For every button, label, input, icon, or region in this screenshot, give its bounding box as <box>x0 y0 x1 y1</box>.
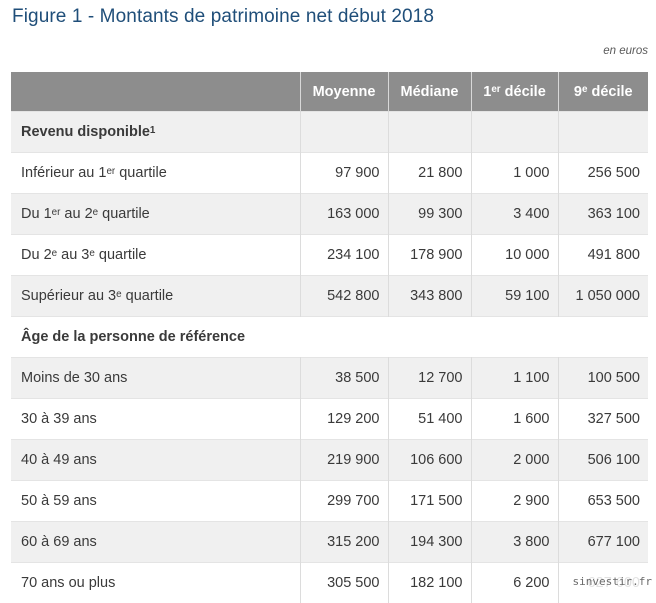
table-row: Moins de 30 ans 38 500 12 700 1 100 100 … <box>11 358 648 399</box>
cell-moyenne: 163 000 <box>300 194 388 235</box>
table-row: 60 à 69 ans 315 200 194 300 3 800 677 10… <box>11 522 648 563</box>
cell-d1: 10 000 <box>471 235 558 276</box>
table-row: 40 à 49 ans 219 900 106 600 2 000 506 10… <box>11 440 648 481</box>
cell-d9: 677 100 <box>558 522 648 563</box>
section-row-revenu: Revenu disponible1 <box>11 112 648 153</box>
table-row: 30 à 39 ans 129 200 51 400 1 600 327 500 <box>11 399 648 440</box>
cell-mediane: 194 300 <box>388 522 471 563</box>
row-label: Supérieur au 3e quartile <box>11 276 300 317</box>
watermark-text: sinvestir.fr <box>573 575 652 588</box>
cell-d1: 3 400 <box>471 194 558 235</box>
table-row: Supérieur au 3e quartile 542 800 343 800… <box>11 276 648 317</box>
cell-d1: 1 100 <box>471 358 558 399</box>
section-row-age: Âge de la personne de référence <box>11 317 648 358</box>
header-empty <box>11 72 300 112</box>
section-label-revenu: Revenu disponible1 <box>11 112 300 153</box>
row-label: 50 à 59 ans <box>11 481 300 522</box>
cell-moyenne: 219 900 <box>300 440 388 481</box>
row-label: 70 ans ou plus <box>11 563 300 603</box>
cell-moyenne: 97 900 <box>300 153 388 194</box>
cell-moyenne: 234 100 <box>300 235 388 276</box>
unit-note: en euros <box>603 45 648 57</box>
cell-moyenne: 315 200 <box>300 522 388 563</box>
row-label: Du 1er au 2e quartile <box>11 194 300 235</box>
cell-d9: 100 500 <box>558 358 648 399</box>
cell-moyenne: 129 200 <box>300 399 388 440</box>
cell-d1: 6 200 <box>471 563 558 603</box>
table-row: Du 2e au 3e quartile 234 100 178 900 10 … <box>11 235 648 276</box>
cell-d9: 327 500 <box>558 399 648 440</box>
cell-d1: 1 600 <box>471 399 558 440</box>
section-label-age: Âge de la personne de référence <box>11 317 648 358</box>
cell-d1: 59 100 <box>471 276 558 317</box>
table-row: Du 1er au 2e quartile 163 000 99 300 3 4… <box>11 194 648 235</box>
cell-d9: 363 100 <box>558 194 648 235</box>
header-row: Moyenne Médiane 1er décile 9e décile <box>11 72 648 112</box>
row-label: Moins de 30 ans <box>11 358 300 399</box>
cell-d1: 3 800 <box>471 522 558 563</box>
row-label: 30 à 39 ans <box>11 399 300 440</box>
cell-mediane: 182 100 <box>388 563 471 603</box>
cell-moyenne: 305 500 <box>300 563 388 603</box>
cell-mediane: 178 900 <box>388 235 471 276</box>
cell-moyenne: 299 700 <box>300 481 388 522</box>
row-label: 40 à 49 ans <box>11 440 300 481</box>
table-row: Inférieur au 1er quartile 97 900 21 800 … <box>11 153 648 194</box>
cell-mediane: 171 500 <box>388 481 471 522</box>
row-label: Inférieur au 1er quartile <box>11 153 300 194</box>
cell-moyenne: 542 800 <box>300 276 388 317</box>
patrimoine-table: Moyenne Médiane 1er décile 9e décile Rev… <box>11 72 648 603</box>
cell-moyenne: 38 500 <box>300 358 388 399</box>
cell-d9: 1 050 000 <box>558 276 648 317</box>
header-premier-decile: 1er décile <box>471 72 558 112</box>
cell-d1: 2 000 <box>471 440 558 481</box>
cell-mediane: 343 800 <box>388 276 471 317</box>
header-neuvieme-decile: 9e décile <box>558 72 648 112</box>
header-moyenne: Moyenne <box>300 72 388 112</box>
figure-title: Figure 1 - Montants de patrimoine net dé… <box>12 6 434 28</box>
cell-d1: 2 900 <box>471 481 558 522</box>
cell-mediane: 51 400 <box>388 399 471 440</box>
cell-mediane: 106 600 <box>388 440 471 481</box>
header-mediane: Médiane <box>388 72 471 112</box>
cell-d9: 256 500 <box>558 153 648 194</box>
cell-d9: 506 100 <box>558 440 648 481</box>
cell-d9: 491 800 <box>558 235 648 276</box>
table-row: 50 à 59 ans 299 700 171 500 2 900 653 50… <box>11 481 648 522</box>
cell-d9: 653 500 <box>558 481 648 522</box>
cell-mediane: 21 800 <box>388 153 471 194</box>
cell-mediane: 12 700 <box>388 358 471 399</box>
cell-d1: 1 000 <box>471 153 558 194</box>
row-label: 60 à 69 ans <box>11 522 300 563</box>
cell-mediane: 99 300 <box>388 194 471 235</box>
table-row: 70 ans ou plus 305 500 182 100 6 200 627… <box>11 563 648 603</box>
row-label: Du 2e au 3e quartile <box>11 235 300 276</box>
